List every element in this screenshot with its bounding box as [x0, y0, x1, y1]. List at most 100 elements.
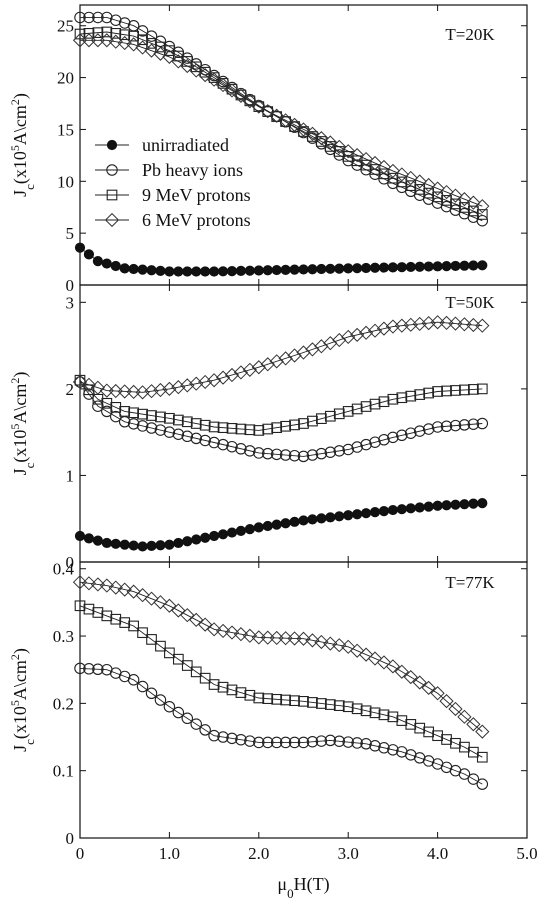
data-point — [92, 400, 104, 412]
data-point — [198, 374, 213, 390]
data-point — [459, 384, 470, 396]
data-point — [279, 449, 292, 461]
series-line — [79, 667, 483, 785]
data-point — [224, 83, 240, 98]
data-point — [244, 689, 256, 701]
data-point — [378, 396, 390, 408]
data-point — [198, 617, 213, 632]
data-point — [189, 63, 204, 78]
data-point — [367, 323, 383, 338]
data-point — [414, 389, 426, 400]
data-point — [467, 418, 480, 430]
data-point — [405, 390, 417, 402]
y-tick-label: 0 — [66, 276, 75, 295]
data-point — [360, 738, 372, 750]
data-point — [287, 348, 302, 363]
data-point — [155, 540, 166, 551]
y-tick-label: 0 — [66, 829, 75, 848]
data-point — [450, 260, 461, 272]
data-point — [385, 163, 401, 179]
data-point — [476, 751, 488, 763]
data-point — [387, 262, 398, 273]
data-point — [279, 736, 292, 749]
data-point — [441, 195, 452, 206]
data-point — [298, 264, 309, 275]
data-point — [459, 202, 470, 213]
data-point — [360, 401, 372, 412]
data-point — [387, 744, 399, 756]
data-point — [414, 184, 426, 195]
data-point — [405, 719, 417, 730]
data-point — [280, 264, 291, 275]
data-point — [314, 131, 329, 146]
data-point — [72, 575, 88, 590]
data-point — [146, 540, 157, 551]
data-point — [423, 387, 435, 399]
data-point — [83, 663, 95, 675]
series-marks — [72, 11, 490, 790]
data-point — [137, 408, 148, 420]
data-point — [81, 377, 97, 392]
data-point — [342, 736, 354, 748]
data-point — [296, 122, 311, 137]
data-point — [162, 381, 177, 396]
y-tick-label: 2 — [66, 380, 75, 399]
data-point — [324, 446, 337, 458]
data-point — [190, 432, 202, 445]
data-point — [298, 695, 309, 707]
data-point — [280, 694, 291, 706]
data-point — [235, 687, 247, 698]
data-point — [350, 148, 365, 163]
data-point — [208, 421, 220, 433]
data-point — [226, 732, 238, 745]
data-point — [155, 41, 166, 53]
data-point — [288, 449, 301, 462]
data-point — [343, 510, 354, 521]
data-point — [110, 401, 122, 413]
data-point — [307, 697, 318, 708]
data-point — [101, 11, 113, 24]
data-point — [297, 736, 310, 749]
data-point — [476, 214, 489, 227]
data-point — [468, 260, 479, 271]
data-point — [421, 177, 436, 193]
data-point — [235, 423, 247, 435]
data-point — [189, 376, 204, 391]
data-point — [351, 703, 363, 715]
data-point — [271, 519, 282, 530]
data-point — [244, 95, 256, 107]
data-point — [226, 266, 238, 277]
series-markers — [74, 376, 489, 463]
data-point — [413, 425, 426, 437]
data-point — [405, 503, 416, 514]
data-point — [450, 737, 461, 749]
data-point — [440, 420, 453, 433]
data-point — [101, 537, 112, 549]
data-point — [387, 504, 398, 516]
data-point — [226, 684, 238, 696]
data-point — [423, 726, 435, 738]
data-point — [412, 174, 427, 189]
data-point — [172, 428, 185, 440]
legend-label: 9 MeV protons — [142, 185, 251, 205]
data-point — [110, 14, 122, 26]
data-point — [278, 113, 293, 128]
data-point — [163, 426, 176, 438]
data-point — [475, 724, 490, 739]
data-point — [244, 735, 256, 747]
data-point — [414, 261, 425, 272]
data-point — [350, 327, 365, 342]
data-point — [117, 384, 132, 399]
data-point — [387, 393, 399, 405]
data-point — [262, 265, 273, 276]
data-point — [430, 181, 445, 196]
data-point — [108, 580, 123, 595]
data-point — [475, 199, 490, 214]
data-point — [190, 718, 202, 730]
data-point — [405, 427, 417, 439]
data-point — [253, 265, 264, 276]
data-point — [449, 419, 462, 432]
data-point — [217, 529, 229, 540]
data-point — [200, 532, 211, 543]
